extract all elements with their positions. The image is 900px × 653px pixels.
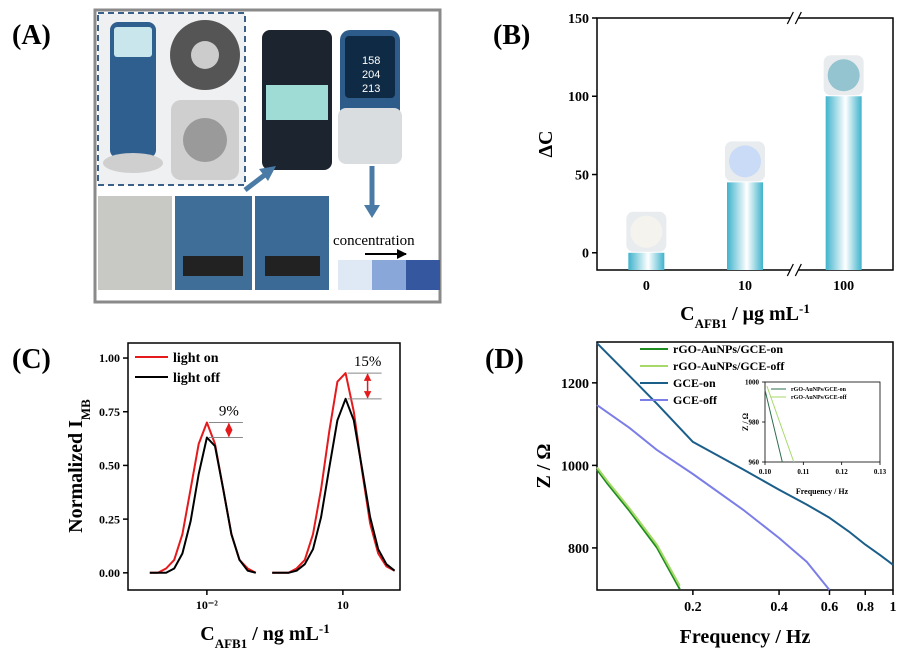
x-tick-label: 0.2 [684,600,702,615]
series-line [150,373,395,573]
panel-label: (A) [12,20,51,51]
device-holder-well [183,118,227,162]
x-axis-label: CAFB1 / μg mL-1 [680,301,810,331]
y-tick-label: 0.25 [99,512,120,526]
color-swatch-dot [729,145,761,177]
x-axis-label-part: C [200,623,214,645]
x-axis-label-part: AFB1 [215,636,248,651]
x-tick-label: 0 [643,279,650,294]
x-tick-label: 0.8 [857,600,875,615]
y-tick-label: 150 [568,12,589,27]
x-tick-label: 0.12 [836,468,849,476]
legend-label: GCE-off [673,393,718,407]
y-tick-label: 0.50 [99,459,120,473]
x-axis-label-part: -1 [319,621,330,636]
gradient-swatch [372,260,406,290]
figure: (A) 158 204 213 concentration 0501001500… [0,0,900,653]
x-tick-label: 100 [833,279,854,294]
x-axis-label-part: -1 [799,301,810,316]
gradient-swatch [406,260,440,290]
panel-label: (D) [485,344,524,375]
x-axis-label-part: C [680,303,694,325]
legend-label: rGO-AuNPs/GCE-on [673,342,783,356]
legend-label: rGO-AuNPs/GCE-on [791,387,847,393]
device-reading: 204 [362,69,380,81]
x-axis-label-part: AFB1 [695,316,728,331]
y-axis-label: Normalized IMB [65,399,93,533]
y-tick-label: 0.75 [99,405,120,419]
device-reading: 158 [362,55,380,67]
panel-a: (A) 158 204 213 concentration [12,10,440,302]
y-axis-label-part: Normalized I [65,420,87,533]
series-line [150,399,395,573]
x-tick-label: 0.6 [821,600,839,615]
photo-measure-base [183,256,243,276]
y-axis-label: ΔC [535,131,557,158]
annotation: 15% [354,354,382,370]
y-tick-label: 980 [749,418,760,426]
x-tick-label: 10 [337,598,349,612]
x-axis-label-part: / μg mL [727,303,799,325]
bar [826,96,862,270]
legend-label: rGO-AuNPs/GCE-off [673,359,785,373]
handheld-lower [338,108,402,164]
y-tick-label: 0 [582,247,589,262]
panel-label: (B) [493,20,530,51]
x-tick-label: 10 [738,279,752,294]
y-axis-label: Z / Ω [533,444,555,489]
y-tick-label: 0.00 [99,566,120,580]
y-tick-label: 1200 [561,377,589,392]
legend-label: light on [173,351,219,366]
series-line [597,470,680,590]
bar [628,253,664,270]
x-tick-label: 1 [890,600,897,615]
device-screen [114,27,152,57]
bar [727,182,763,270]
photo-measure-base [265,256,320,276]
y-tick-label: 1000 [745,378,760,386]
y-tick-label: 800 [568,542,589,557]
y-tick-label: 960 [749,458,760,466]
y-axis-label: Z / Ω [741,412,750,431]
photo-sample [98,196,172,290]
inset-background [765,382,880,462]
panel-label: (C) [12,344,51,375]
x-axis-label: CAFB1 / ng mL-1 [200,621,329,651]
legend-label: light off [173,371,220,386]
phone-screen-color [266,85,328,120]
device-base [103,153,163,173]
x-tick-label: 0.13 [874,468,887,476]
y-axis-label-part: MB [78,399,93,420]
legend-label: GCE-on [673,376,716,390]
x-axis-label: Frequency / Hz [680,626,811,648]
color-swatch-dot [828,59,860,91]
concentration-swatches [338,260,440,290]
device-reading: 213 [362,83,380,95]
gradient-swatch [338,260,372,290]
concentration-label: concentration [333,233,415,249]
x-axis-label-part: / ng mL [247,623,319,645]
x-tick-label: 10⁻² [196,598,218,612]
x-tick-label: 0.10 [759,468,772,476]
x-tick-label: 0.4 [770,600,788,615]
y-tick-label: 100 [568,90,589,105]
y-tick-label: 1000 [561,459,589,474]
plot-frame [128,343,400,590]
x-axis-label: Frequency / Hz [796,487,849,496]
x-tick-label: 0.11 [797,468,809,476]
y-tick-label: 50 [575,168,589,183]
color-swatch-dot [630,216,662,248]
device-top-hole [191,41,219,69]
annotation: 9% [219,403,239,419]
legend-label: rGO-AuNPs/GCE-off [791,395,848,401]
y-tick-label: 1.00 [99,351,120,365]
